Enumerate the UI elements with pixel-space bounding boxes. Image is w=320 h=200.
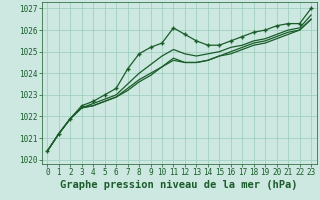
X-axis label: Graphe pression niveau de la mer (hPa): Graphe pression niveau de la mer (hPa) [60, 180, 298, 190]
